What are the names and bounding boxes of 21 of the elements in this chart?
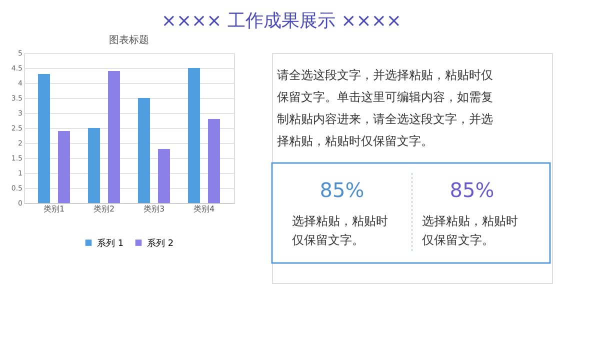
x-tick-label: 类别3 xyxy=(143,204,165,214)
bar xyxy=(88,128,100,203)
bar xyxy=(158,149,170,203)
chart-title: 图表标题 xyxy=(109,34,149,46)
text: 85% xyxy=(450,178,494,202)
legend-label: 系列 2 xyxy=(147,238,174,249)
x-tick-label: 类别1 xyxy=(43,204,65,214)
bar xyxy=(38,74,50,203)
text: 85% xyxy=(320,178,364,202)
text: 选择粘贴，粘贴时仅保留文字。 xyxy=(422,214,518,247)
x-tick-label: 类别4 xyxy=(193,204,215,214)
text: 选择粘贴，粘贴时仅保留文字。 xyxy=(292,214,388,247)
bar xyxy=(108,71,120,203)
text: 请全选这段文字，并选择粘贴，粘贴时仅保留文字。单击这里可编辑内容，如需复制粘贴内容进来，请全选这段文字，并选择粘贴，粘贴时仅保留文字。 xyxy=(277,68,493,148)
text: ×××× 工作成果展示 ×××× xyxy=(161,10,402,32)
bar xyxy=(208,119,220,203)
bar xyxy=(188,68,200,203)
legend-label: 系列 1 xyxy=(97,238,124,249)
bar xyxy=(58,131,70,203)
bar xyxy=(138,98,150,203)
x-tick-label: 类别2 xyxy=(93,204,115,214)
